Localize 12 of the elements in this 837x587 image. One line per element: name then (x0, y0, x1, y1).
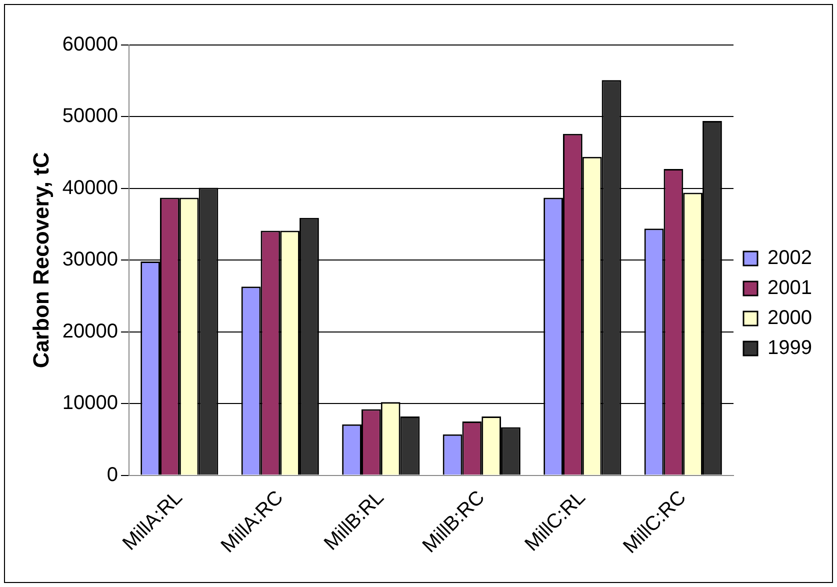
legend-label: 2002 (768, 247, 812, 270)
y-tick-label: 30000 (62, 248, 118, 271)
legend-label: 2000 (768, 307, 812, 330)
y-tick-label: 10000 (62, 392, 118, 414)
y-tick-label: 50000 (62, 105, 118, 128)
y-axis-title: Carbon Recovery, tC (28, 152, 54, 368)
y-tick-label: 0 (106, 464, 118, 486)
y-tick-label: 40000 (62, 176, 118, 199)
y-tick-label: 20000 (62, 320, 118, 342)
legend-label: 2001 (768, 277, 812, 300)
legend-label: 1999 (768, 337, 812, 360)
y-tick-label: 60000 (62, 34, 118, 56)
